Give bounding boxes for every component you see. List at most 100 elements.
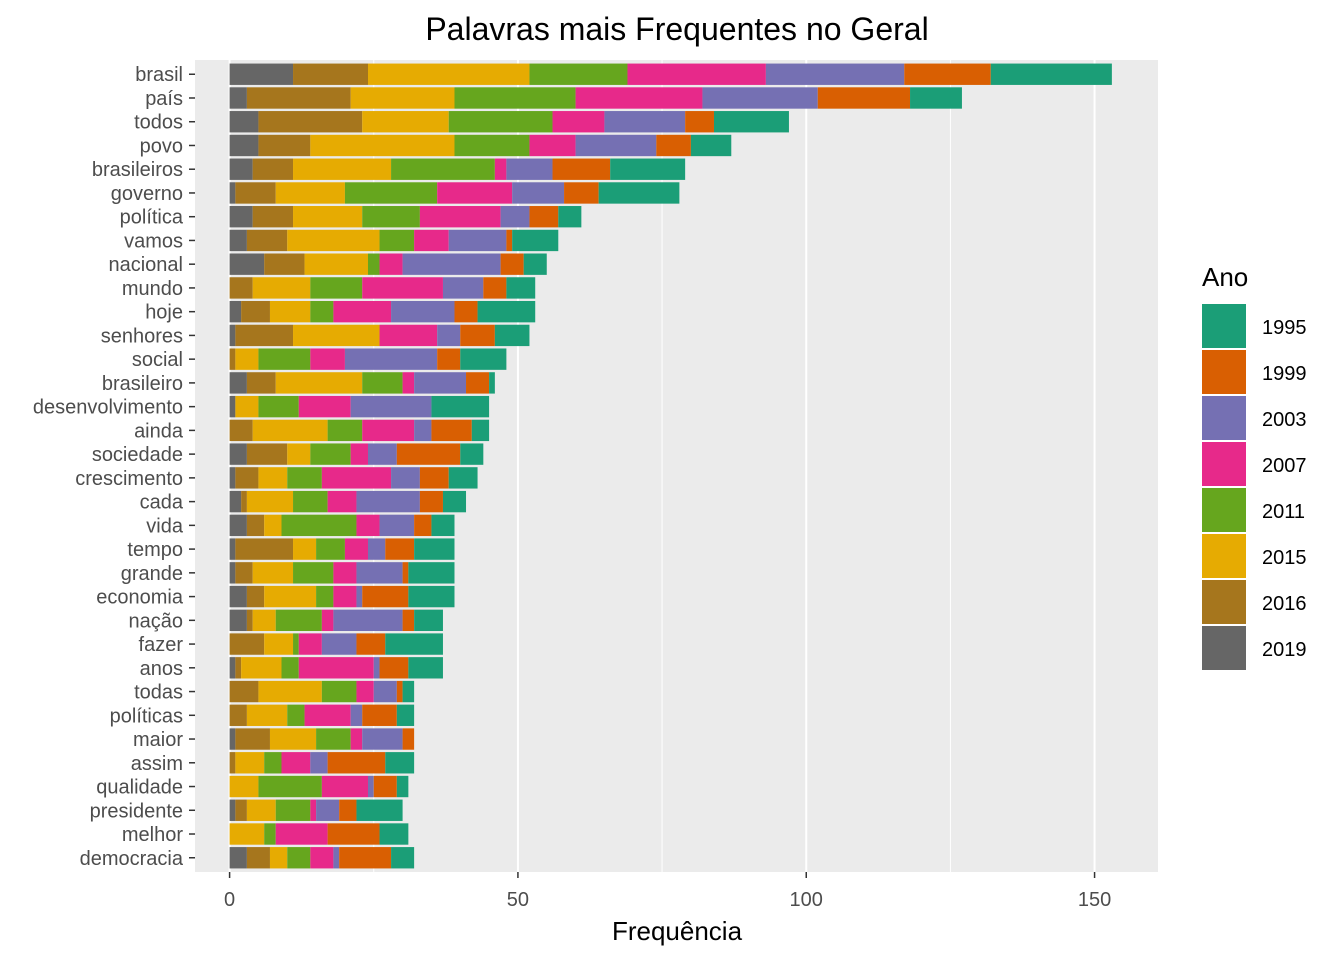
bar-segment	[391, 467, 420, 489]
bar-segment	[408, 562, 455, 584]
bar-segment	[258, 134, 311, 157]
bar-segment	[229, 206, 253, 228]
bar-segment	[264, 585, 317, 608]
bar-segment	[229, 253, 265, 275]
y-tick-label: hoje	[145, 302, 183, 324]
bar-segment	[229, 633, 265, 655]
bar-segment	[402, 253, 501, 275]
bar-segment	[310, 443, 351, 465]
legend-swatch	[1202, 396, 1246, 440]
bar-segment	[281, 657, 299, 679]
bar-segment	[460, 324, 495, 347]
bar-segment	[327, 752, 386, 774]
bar-segment	[310, 300, 334, 323]
bar-segment	[656, 134, 691, 157]
bar-segment	[235, 562, 253, 584]
y-tick-label: crescimento	[75, 468, 183, 490]
y-tick-label: senhores	[101, 325, 183, 347]
bar-segment	[229, 182, 236, 204]
bar-segment	[483, 277, 507, 299]
bar-segment	[356, 799, 403, 821]
bar-segment	[552, 158, 611, 180]
bar-segment	[367, 538, 386, 560]
bar-segment	[293, 633, 299, 655]
bar-segment	[431, 395, 490, 418]
bar-segment	[246, 847, 270, 869]
bar-segment	[598, 182, 680, 204]
bar-segment	[246, 704, 288, 726]
bar-segment	[298, 633, 322, 655]
bar-segment	[258, 467, 288, 489]
bar-segment	[529, 134, 576, 157]
bar-segment	[391, 300, 455, 323]
bar-segment	[327, 823, 380, 845]
bar-segment	[379, 657, 409, 679]
legend-swatch	[1202, 626, 1246, 670]
bar-segment	[385, 633, 443, 655]
bar-segment	[252, 562, 294, 584]
bar-segment	[304, 704, 351, 726]
y-tick-label: anos	[140, 658, 183, 680]
bar-segment	[321, 633, 357, 655]
bar-segment	[500, 206, 530, 228]
bar-segment	[310, 799, 317, 821]
bar-segment	[529, 206, 559, 228]
bar-segment	[229, 728, 236, 750]
bar-segment	[246, 490, 294, 513]
bar-segment	[627, 63, 766, 85]
y-tick-label: todas	[134, 682, 183, 704]
bar-segment	[990, 63, 1112, 85]
bar-segment	[258, 348, 311, 370]
bar-segment	[333, 609, 403, 632]
bar-segment	[402, 562, 409, 584]
bar-segment	[229, 87, 247, 109]
bar-segment	[229, 395, 236, 418]
y-tick-label: vamos	[124, 230, 183, 252]
bar-segment	[454, 300, 478, 323]
bar-segment	[910, 87, 962, 109]
bar-segment	[229, 372, 247, 394]
bar-segment	[356, 585, 363, 608]
y-tick-label: fazer	[139, 634, 184, 656]
bar-segment	[356, 514, 380, 537]
bar-segment	[298, 395, 351, 418]
bar-segment	[229, 419, 253, 442]
bar-segment	[471, 419, 490, 442]
bar-segment	[229, 277, 253, 299]
bar-segment	[229, 514, 247, 537]
y-tick-label: brasileiro	[102, 373, 183, 395]
bar-segment	[321, 775, 368, 798]
bar-segment	[408, 657, 443, 679]
bar-segment	[765, 63, 905, 85]
bar-segment	[246, 514, 265, 537]
bar-segment	[437, 348, 461, 370]
bar-segment	[258, 111, 363, 133]
legend-label: 2016	[1262, 593, 1307, 615]
bar-segment	[402, 680, 415, 703]
x-tick-label: 150	[1078, 889, 1111, 911]
y-tick-label: social	[132, 349, 183, 371]
bar-segment	[350, 395, 432, 418]
bar-segment	[229, 324, 236, 347]
y-tick-label: mundo	[122, 278, 183, 300]
bar-segment	[362, 728, 403, 750]
bar-segment	[229, 562, 236, 584]
legend-label: 1999	[1262, 363, 1307, 385]
bar-segment	[264, 253, 305, 275]
bar-segment	[350, 728, 363, 750]
y-axis: brasilpaístodospovobrasileirosgovernopol…	[33, 64, 195, 870]
bar-segment	[246, 443, 288, 465]
bar-segment	[269, 847, 288, 869]
bar-segment	[275, 372, 363, 394]
bar-segment	[235, 752, 265, 774]
bar-segment	[356, 490, 420, 513]
bar-segment	[379, 253, 403, 275]
legend-label: 2003	[1262, 409, 1307, 431]
bar-segment	[396, 680, 403, 703]
bar-segment	[414, 514, 432, 537]
bar-segment	[246, 372, 276, 394]
bar-segment	[373, 680, 397, 703]
y-tick-label: tempo	[127, 539, 183, 561]
bar-segment	[241, 657, 282, 679]
bar-segment	[229, 823, 265, 845]
